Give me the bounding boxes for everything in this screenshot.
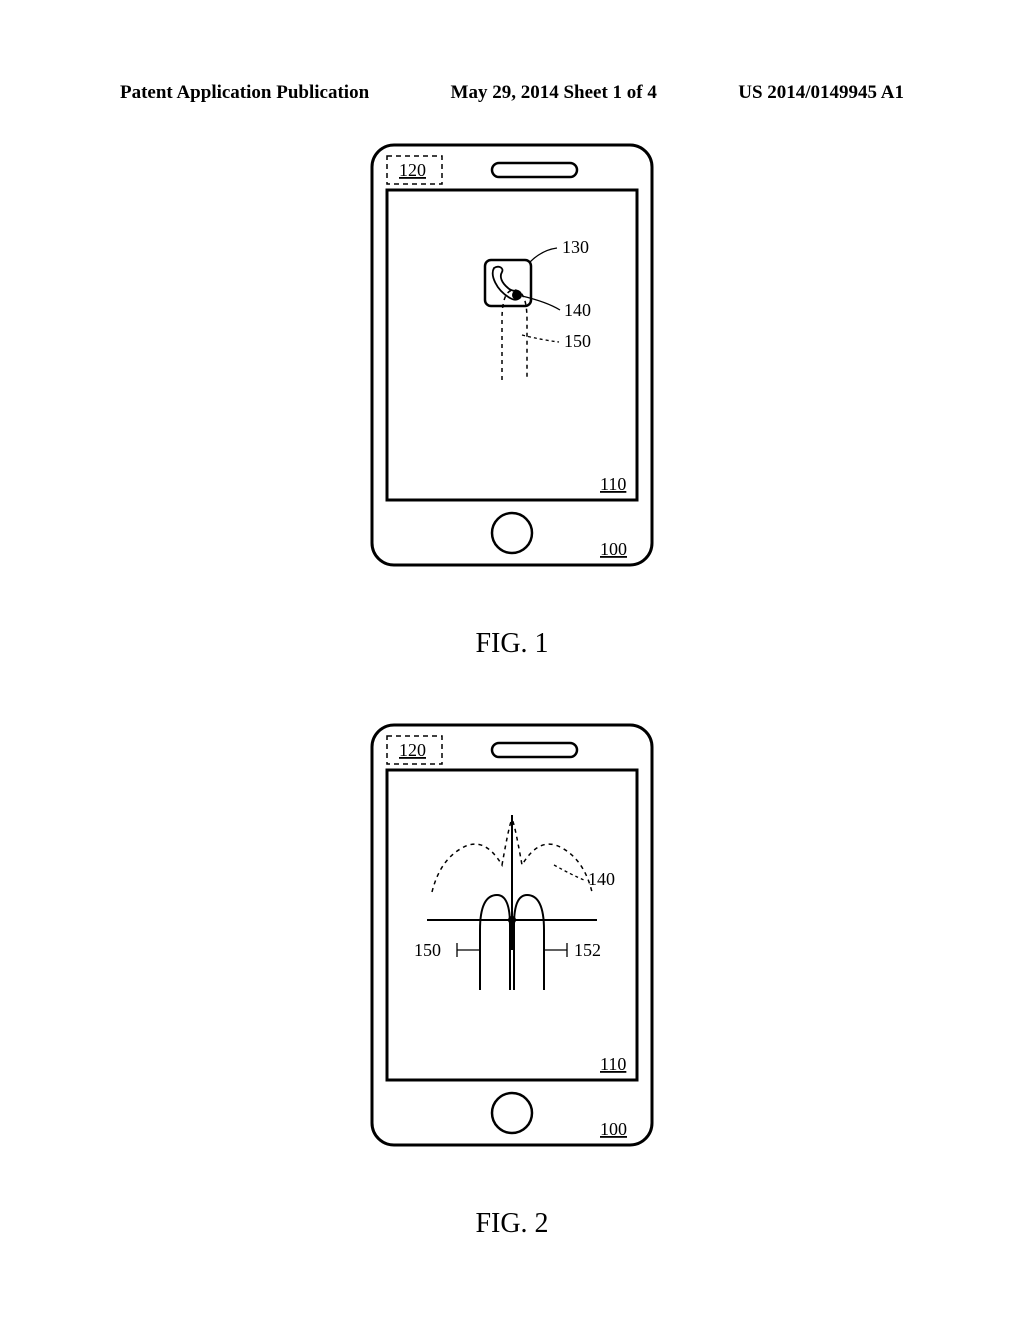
header-left: Patent Application Publication [120,82,369,104]
app-icon [485,260,531,306]
sensor-label: 120 [399,740,426,760]
sensor-label: 120 [399,160,426,180]
home-button-icon [492,513,532,553]
label-140: 140 [564,300,591,320]
page: Patent Application Publication May 29, 2… [0,0,1024,1320]
label-100: 100 [600,1119,627,1139]
label-130: 130 [562,237,589,257]
header-right: US 2014/0149945 A1 [738,82,904,104]
fig2-svg: 120 140 150 152 [362,720,682,1160]
touch-point-icon [512,290,522,300]
figure-1: 120 130 140 150 110 100 [362,140,682,580]
speaker-icon [492,163,577,177]
home-button-icon [492,1093,532,1133]
page-header: Patent Application Publication May 29, 2… [0,82,1024,104]
figure-2: 120 140 150 152 [362,720,682,1160]
fig1-caption: FIG. 1 [0,628,1024,660]
screen [387,190,637,500]
label-150: 150 [414,940,441,960]
speaker-icon [492,743,577,757]
label-140: 140 [588,869,615,889]
fig1-svg: 120 130 140 150 110 100 [362,140,682,580]
fig2-caption: FIG. 2 [0,1208,1024,1240]
label-110: 110 [600,1054,626,1074]
label-110: 110 [600,474,626,494]
label-100: 100 [600,539,627,559]
label-152: 152 [574,940,601,960]
label-150: 150 [564,331,591,351]
header-center: May 29, 2014 Sheet 1 of 4 [451,82,657,104]
